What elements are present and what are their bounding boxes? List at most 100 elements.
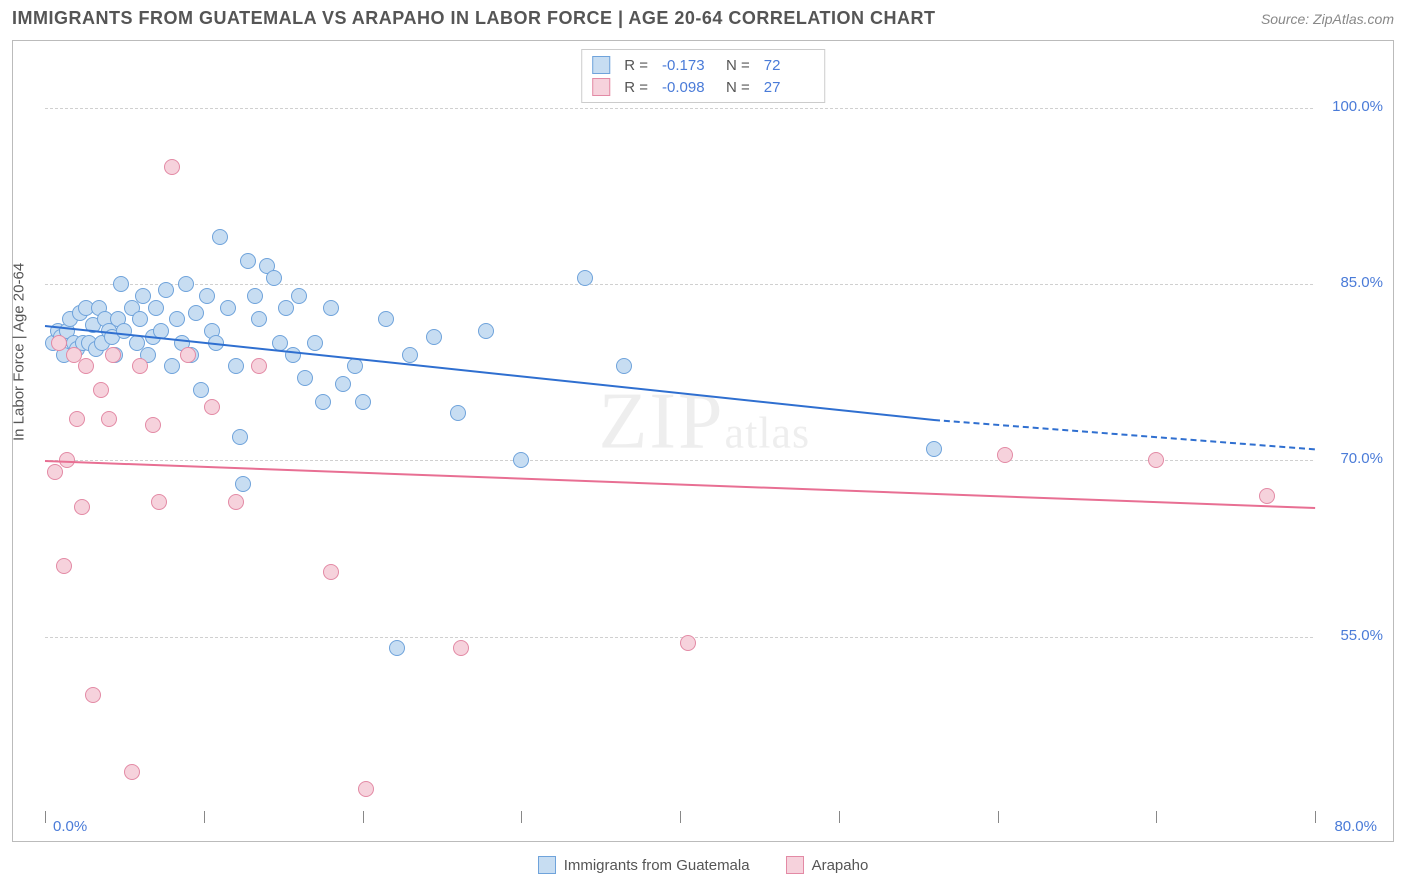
gridline [45,637,1313,638]
data-point [188,305,204,321]
x-tick [1156,811,1157,823]
data-point [178,276,194,292]
source-attribution: Source: ZipAtlas.com [1261,11,1394,27]
data-point [577,270,593,286]
data-point [616,358,632,374]
x-tick [45,811,46,823]
data-point [389,640,405,656]
data-point [199,288,215,304]
stats-legend: R = -0.173 N = 72 R = -0.098N = 27 [581,49,825,103]
data-point [101,411,117,427]
data-point [378,311,394,327]
y-tick-label: 100.0% [1332,98,1383,115]
legend-label: Arapaho [812,857,869,874]
data-point [278,300,294,316]
data-point [307,335,323,351]
data-point [132,311,148,327]
legend-swatch [592,78,610,96]
data-point [1148,452,1164,468]
r-label: R = [624,57,648,74]
data-point [158,282,174,298]
data-point [193,382,209,398]
data-point [240,253,256,269]
data-point [228,358,244,374]
data-point [85,687,101,703]
r-label: R = [624,79,648,96]
data-point [402,347,418,363]
y-tick-label: 85.0% [1340,274,1383,291]
data-point [74,499,90,515]
data-point [51,335,67,351]
r-value: -0.173 [662,57,712,74]
data-point [47,464,63,480]
data-point [113,276,129,292]
data-point [235,476,251,492]
data-point [124,764,140,780]
data-point [78,358,94,374]
data-point [453,640,469,656]
data-point [323,300,339,316]
series-legend: Immigrants from Guatemala Arapaho [0,856,1406,878]
data-point [212,229,228,245]
x-tick [1315,811,1316,823]
data-point [56,558,72,574]
n-label: N = [726,79,750,96]
x-tick [998,811,999,823]
n-value: 72 [764,57,814,74]
data-point [228,494,244,510]
data-point [997,447,1013,463]
x-axis-min-label: 0.0% [53,818,87,835]
legend-label: Immigrants from Guatemala [564,857,750,874]
data-point [164,159,180,175]
data-point [926,441,942,457]
data-point [204,399,220,415]
legend-swatch [538,856,556,874]
data-point [355,394,371,410]
data-point [450,405,466,421]
x-tick [204,811,205,823]
data-point [315,394,331,410]
legend-item: Arapaho [786,856,869,874]
data-point [232,429,248,445]
data-point [251,358,267,374]
data-point [220,300,236,316]
n-label: N = [726,57,750,74]
data-point [180,347,196,363]
data-point [145,417,161,433]
legend-swatch [786,856,804,874]
data-point [169,311,185,327]
y-tick-label: 55.0% [1340,627,1383,644]
data-point [93,382,109,398]
data-point [680,635,696,651]
data-point [105,347,121,363]
data-point [297,370,313,386]
gridline [45,284,1313,285]
data-point [266,270,282,286]
legend-item: Immigrants from Guatemala [538,856,750,874]
data-point [164,358,180,374]
data-point [323,564,339,580]
x-tick [363,811,364,823]
data-point [247,288,263,304]
x-axis-max-label: 80.0% [1334,818,1377,835]
data-point [1259,488,1275,504]
watermark-tail: atlas [725,409,811,458]
y-axis-title: In Labor Force | Age 20-64 [11,263,28,441]
regression-line [45,325,934,421]
watermark: ZIPatlas [599,377,811,468]
data-point [335,376,351,392]
data-point [513,452,529,468]
data-point [347,358,363,374]
data-point [151,494,167,510]
stats-legend-row: R = -0.173 N = 72 [592,54,814,76]
data-point [285,347,301,363]
x-tick [521,811,522,823]
chart-container: In Labor Force | Age 20-64 ZIPatlas 55.0… [12,40,1394,842]
data-point [69,411,85,427]
y-tick-label: 70.0% [1340,450,1383,467]
stats-legend-row: R = -0.098N = 27 [592,76,814,98]
chart-title: IMMIGRANTS FROM GUATEMALA VS ARAPAHO IN … [12,8,936,29]
data-point [426,329,442,345]
regression-line [934,419,1315,450]
x-tick [839,811,840,823]
